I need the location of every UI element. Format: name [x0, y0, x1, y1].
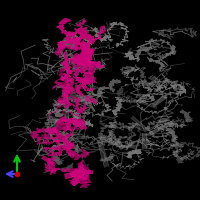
- Polygon shape: [85, 40, 90, 60]
- Polygon shape: [152, 95, 167, 107]
- Polygon shape: [64, 97, 69, 122]
- Polygon shape: [52, 127, 65, 141]
- Polygon shape: [86, 97, 95, 112]
- Polygon shape: [131, 98, 157, 109]
- Polygon shape: [142, 133, 147, 149]
- Polygon shape: [88, 49, 93, 63]
- Polygon shape: [49, 123, 67, 134]
- Polygon shape: [42, 156, 56, 166]
- Polygon shape: [157, 118, 170, 123]
- Polygon shape: [86, 44, 92, 60]
- Polygon shape: [62, 169, 80, 172]
- Polygon shape: [62, 138, 73, 146]
- Polygon shape: [149, 121, 173, 135]
- Polygon shape: [75, 168, 79, 179]
- Polygon shape: [131, 116, 147, 131]
- Polygon shape: [80, 43, 88, 60]
- Polygon shape: [64, 52, 68, 69]
- Polygon shape: [63, 32, 74, 42]
- Polygon shape: [74, 120, 86, 125]
- Polygon shape: [48, 161, 56, 173]
- Polygon shape: [64, 171, 78, 179]
- Polygon shape: [83, 50, 89, 67]
- Polygon shape: [97, 139, 109, 167]
- Polygon shape: [83, 43, 88, 54]
